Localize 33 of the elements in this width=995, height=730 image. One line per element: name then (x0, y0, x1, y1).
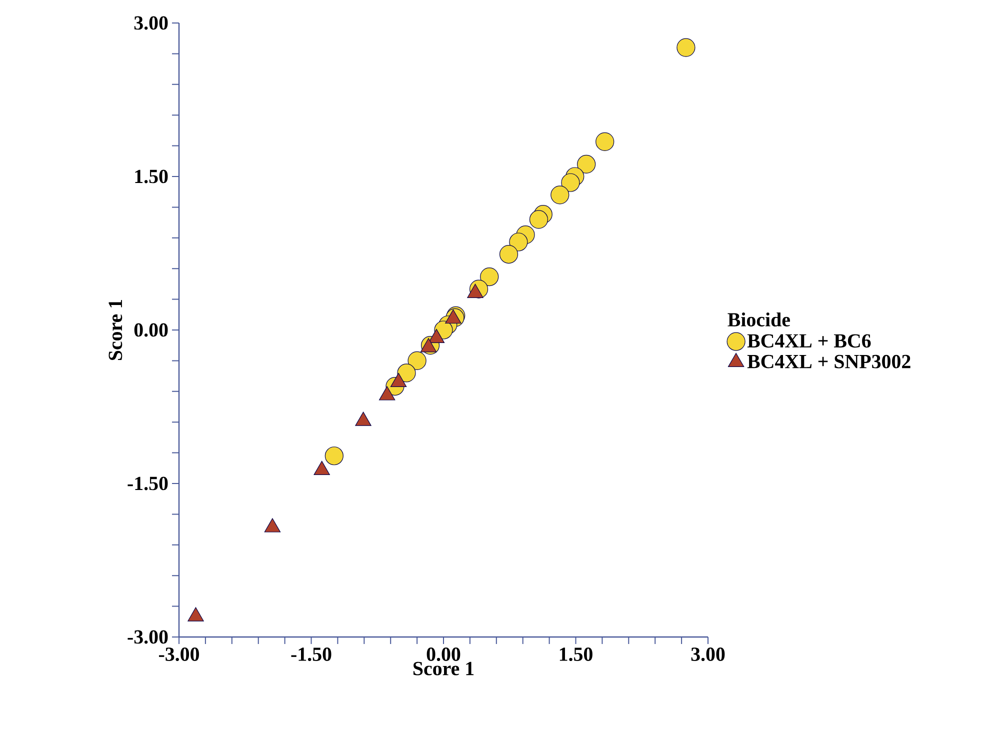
legend-label: BC4XL + SNP3002 (747, 354, 910, 368)
point (264, 518, 281, 532)
y-axis-title: Score 1 (108, 300, 122, 360)
y-tick-label: 3.00 (134, 16, 168, 30)
point (480, 267, 499, 286)
point (397, 364, 416, 382)
x-tick-label: -3.00 (158, 648, 199, 662)
point (529, 210, 548, 229)
legend-title: Biocide (728, 312, 790, 326)
y-tick-label: 1.50 (135, 170, 168, 184)
point (509, 232, 528, 252)
point (550, 186, 570, 204)
x-tick-label: 1.50 (560, 648, 592, 662)
point (596, 132, 614, 152)
point (676, 38, 696, 57)
point (314, 460, 330, 475)
x-axis-title: Score 1 (413, 662, 474, 676)
point (499, 244, 518, 264)
point (324, 446, 344, 466)
point (577, 154, 596, 174)
x-tick-label: -1.50 (291, 648, 332, 662)
y-tick-label: -1.50 (128, 476, 168, 490)
point (408, 351, 426, 370)
legend-label: BC4XL + BC6 (747, 334, 871, 348)
x-tick-label: 3.00 (691, 648, 725, 662)
point (561, 173, 580, 192)
point (378, 386, 396, 400)
y-tick-label: 0.00 (134, 323, 168, 337)
point (188, 607, 204, 622)
point (355, 412, 372, 426)
y-tick-label: -3.00 (128, 630, 168, 644)
point (420, 338, 437, 352)
x-tick-label: 0.00 (426, 648, 460, 662)
